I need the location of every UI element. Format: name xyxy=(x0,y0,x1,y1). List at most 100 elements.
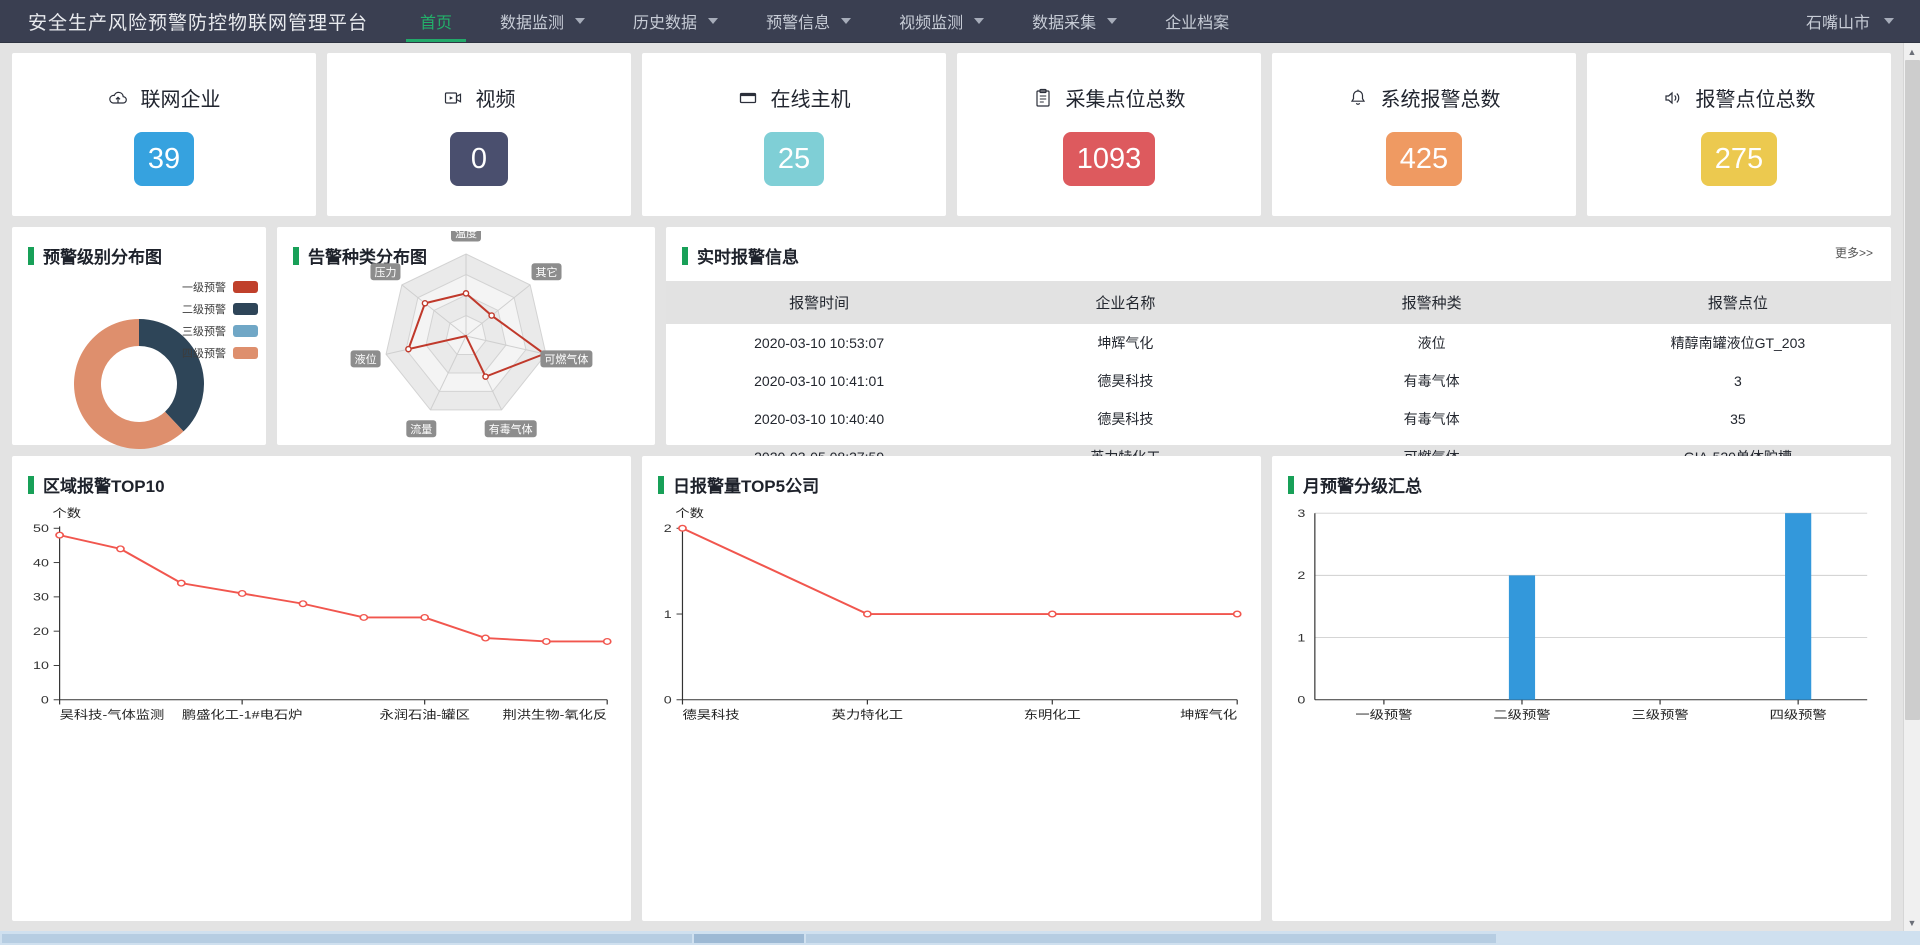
title-accent-bar xyxy=(28,246,34,265)
legend-label: 一级预警 xyxy=(182,282,226,294)
radar-point-0[interactable] xyxy=(462,290,470,297)
series-line[interactable] xyxy=(59,534,608,643)
alerts-cell-0-1: 坤辉气化 xyxy=(1097,335,1154,351)
donut-chart[interactable] xyxy=(19,306,259,476)
data-point-7[interactable] xyxy=(481,634,490,642)
kpi-value-badge: 0 xyxy=(450,132,508,186)
kpi-value-badge: 425 xyxy=(1385,132,1463,186)
clipboard-icon xyxy=(1035,88,1050,107)
alarm-type-distribution-panel: 告警种类分布图 温度 其它 可燃气体 有毒气体 流量 液位 压力 xyxy=(277,227,655,445)
nav-item-5[interactable]: 数据采集 xyxy=(1008,0,1141,42)
svg-text:压力: 压力 xyxy=(374,266,396,279)
nav-item-6[interactable]: 企业档案 xyxy=(1141,0,1253,42)
data-point-6[interactable] xyxy=(420,613,430,621)
data-point-0[interactable] xyxy=(55,531,65,539)
legend-item-2[interactable]: 三级预警 xyxy=(182,323,258,339)
legend-item-1[interactable]: 二级预警 xyxy=(182,301,258,317)
donut-slice-1[interactable] xyxy=(139,319,204,432)
alerts-cell-0-0: 2020-03-10 10:53:07 xyxy=(754,335,885,351)
legend-item-3[interactable]: 四级预警 xyxy=(182,345,258,361)
bar-1[interactable] xyxy=(1508,575,1536,700)
title-accent-bar xyxy=(28,475,34,494)
x-tick-label: 二级预警 xyxy=(1493,708,1550,721)
alerts-cell-2-0: 2020-03-10 10:40:40 xyxy=(754,411,885,427)
radar-point-1[interactable] xyxy=(488,312,495,319)
series-line[interactable] xyxy=(681,527,1238,615)
nav-item-0[interactable]: 首页 xyxy=(396,0,476,42)
top10-line-chart[interactable]: 个数 0 10 20 30 40 50 昊科技-气体监测 鹏盛化工-1#电石炉 永润石油-罐区 荆洪… xyxy=(12,500,631,745)
data-point-2[interactable] xyxy=(176,579,186,587)
monthly-alarm-level-panel: 月预警分级汇总 0 1 2 3 一级预警 二级预警 三级预警 四级预警 xyxy=(1272,456,1891,921)
x-tick-label: 永润石油-罐区 xyxy=(379,708,470,721)
scrollbar-track[interactable] xyxy=(1903,60,1920,914)
table-row[interactable]: 2020-03-10 10:53:07 坤辉气化 液位 精醇南罐液位GT_203 xyxy=(666,324,1891,362)
y-tick-label: 0 xyxy=(41,693,49,706)
kpi-value-badge: 39 xyxy=(133,132,195,186)
region-label: 石嘴山市 xyxy=(1805,15,1870,32)
top5-line-chart[interactable]: 个数 0 1 2 德昊科技 英力特化工 东明化工 坤辉气化 xyxy=(642,500,1261,745)
data-point-1[interactable] xyxy=(116,545,125,553)
kpi-card-5[interactable]: 报警点位总数 275 xyxy=(1587,53,1891,216)
kpi-card-1[interactable]: 视频 0 xyxy=(327,53,631,216)
radar-series-polygon[interactable] xyxy=(406,292,547,378)
data-point-3[interactable] xyxy=(237,589,247,597)
nav-item-1[interactable]: 数据监测 xyxy=(476,0,609,42)
donut-chart-area: 一级预警二级预警三级预警四级预警 xyxy=(12,268,266,486)
scroll-down-arrow-icon[interactable]: ▼ xyxy=(1907,917,1917,928)
taskbar-tile[interactable] xyxy=(2,933,692,943)
nav-item-label: 数据监测 xyxy=(500,15,565,32)
kpi-card-2[interactable]: 在线主机 25 xyxy=(642,53,946,216)
scrollbar-thumb[interactable] xyxy=(1904,60,1920,720)
chevron-down-icon xyxy=(1107,18,1118,24)
taskbar-tile[interactable] xyxy=(806,933,1496,943)
donut-slice-3[interactable] xyxy=(73,319,184,449)
data-point-2[interactable] xyxy=(1047,610,1057,618)
data-point-3[interactable] xyxy=(1232,610,1242,618)
nav-item-4[interactable]: 视频监测 xyxy=(875,0,1008,42)
region-selector[interactable]: 石嘴山市 xyxy=(1780,0,1920,42)
top-navigation-bar: 安全生产风险预警防控物联网管理平台 首页 数据监测 历史数据 预警信息 视频监测 数据采集… xyxy=(0,0,1920,43)
kpi-card-3[interactable]: 采集点位总数 1093 xyxy=(957,53,1261,216)
data-point-5[interactable] xyxy=(359,613,369,621)
bar-3[interactable] xyxy=(1785,513,1812,700)
radar-axis-line-4 xyxy=(429,335,467,411)
os-taskbar-strip xyxy=(0,931,1920,945)
data-point-1[interactable] xyxy=(862,610,872,618)
y-tick-label: 2 xyxy=(1297,569,1305,582)
area-alarm-top10-panel: 区域报警TOP10 个数 0 10 20 30 40 50 昊科技-气体监测 鹏盛化工-1#电石… xyxy=(12,456,631,921)
radar-axis-label-3: 有毒气体 xyxy=(484,420,537,438)
kpi-card-4[interactable]: 系统报警总数 425 xyxy=(1272,53,1576,216)
taskbar-tile-active[interactable] xyxy=(694,933,804,943)
donut-title-text: 预警级别分布图 xyxy=(43,248,162,267)
x-tick-label: 鹏盛化工-1#电石炉 xyxy=(182,708,303,721)
table-row[interactable]: 2020-03-10 10:40:40 德昊科技 有毒气体 35 xyxy=(666,400,1891,438)
kpi-header: 联网企业 xyxy=(108,83,221,112)
chevron-down-icon xyxy=(575,18,586,24)
data-point-4[interactable] xyxy=(298,600,308,608)
title-accent-bar xyxy=(682,246,688,265)
page-scrollbar[interactable]: ▲ ▼ xyxy=(1903,43,1920,931)
kpi-card-0[interactable]: 联网企业 39 xyxy=(12,53,316,216)
radar-point-6[interactable] xyxy=(421,299,429,307)
table-row[interactable]: 2020-03-10 10:41:01 德昊科技 有毒气体 3 xyxy=(666,362,1891,400)
alerts-more-link[interactable]: 更多>> xyxy=(1834,246,1873,260)
nav-item-2[interactable]: 历史数据 xyxy=(609,0,742,42)
radar-point-5[interactable] xyxy=(405,345,412,353)
kpi-value-badge: 275 xyxy=(1700,132,1778,186)
scroll-up-arrow-icon[interactable]: ▲ xyxy=(1907,46,1917,57)
data-point-9[interactable] xyxy=(602,637,612,645)
kpi-title: 视频 xyxy=(475,89,516,111)
legend-item-0[interactable]: 一级预警 xyxy=(182,279,258,295)
bottom-chart-row: 区域报警TOP10 个数 0 10 20 30 40 50 昊科技-气体监测 鹏盛化工-1#电石… xyxy=(12,456,1891,931)
x-tick-label: 昊科技-气体监测 xyxy=(60,708,165,721)
data-point-8[interactable] xyxy=(541,637,551,645)
active-tab-underline xyxy=(406,39,467,42)
x-tick-label: 东明化工 xyxy=(1024,708,1081,721)
data-point-0[interactable] xyxy=(678,524,687,532)
monthly-bar-chart[interactable]: 0 1 2 3 一级预警 二级预警 三级预警 四级预警 xyxy=(1272,500,1891,745)
nav-item-3[interactable]: 预警信息 xyxy=(742,0,875,42)
radar-point-3[interactable] xyxy=(482,373,489,380)
y-tick-label: 1 xyxy=(664,607,672,620)
